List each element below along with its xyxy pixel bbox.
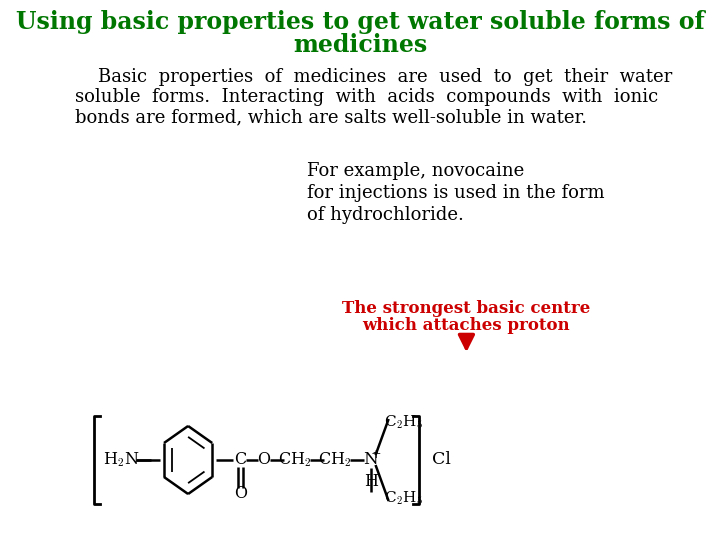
Text: of hydrochloride.: of hydrochloride. (307, 206, 464, 224)
Text: O: O (257, 451, 270, 469)
Text: For example, novocaine: For example, novocaine (307, 162, 524, 180)
Text: Using basic properties to get water soluble forms of: Using basic properties to get water solu… (16, 10, 704, 34)
Text: H$_2$N: H$_2$N (103, 451, 139, 469)
Text: soluble  forms.  Interacting  with  acids  compounds  with  ionic: soluble forms. Interacting with acids co… (75, 88, 658, 106)
Text: CH$_2$: CH$_2$ (279, 451, 312, 469)
Text: Cl: Cl (433, 451, 451, 469)
Text: N: N (364, 451, 378, 469)
Text: medicines: medicines (293, 33, 427, 57)
Text: C$_2$H$_5$: C$_2$H$_5$ (384, 489, 423, 507)
Text: H: H (364, 474, 378, 490)
Text: CH$_2$: CH$_2$ (318, 451, 352, 469)
Text: for injections is used in the form: for injections is used in the form (307, 184, 604, 202)
Text: O: O (234, 484, 247, 502)
Text: which attaches proton: which attaches proton (363, 317, 570, 334)
Text: Basic  properties  of  medicines  are  used  to  get  their  water: Basic properties of medicines are used t… (75, 68, 672, 86)
Text: The strongest basic centre: The strongest basic centre (342, 300, 590, 317)
Text: C: C (235, 451, 247, 469)
Text: bonds are formed, which are salts well-soluble in water.: bonds are formed, which are salts well-s… (75, 108, 587, 126)
Text: C$_2$H$_5$: C$_2$H$_5$ (384, 413, 423, 431)
Text: +: + (370, 448, 381, 461)
